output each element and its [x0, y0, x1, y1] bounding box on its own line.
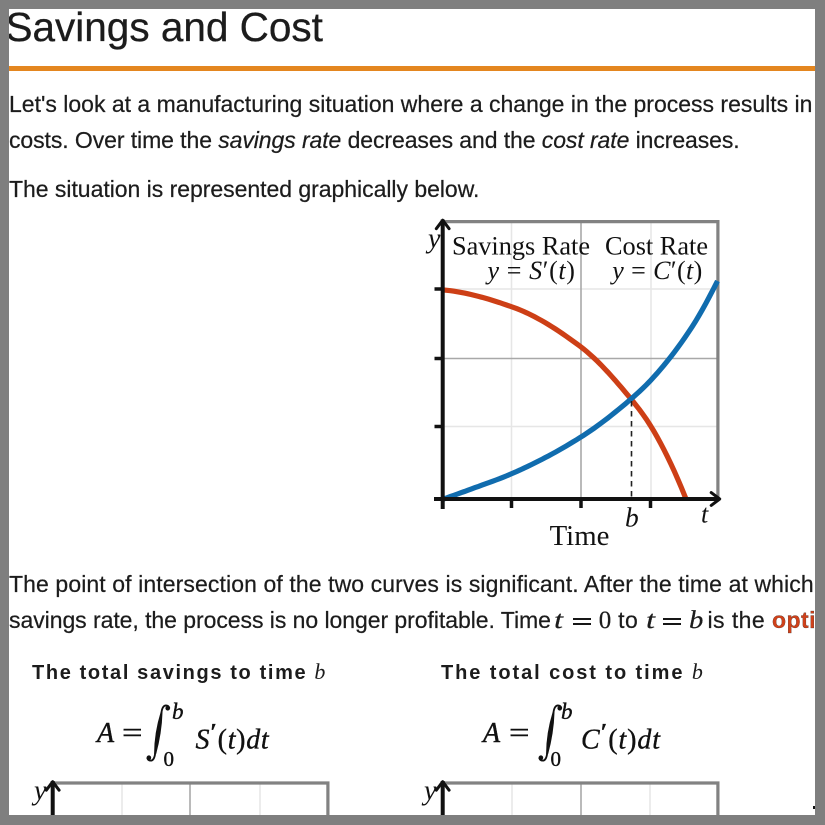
svg-text:Cost Rate: Cost Rate	[605, 232, 708, 261]
svg-text:y: y	[425, 224, 441, 255]
svg-text:y: y	[31, 776, 47, 807]
svg-text:y = C′(t): y = C′(t)	[609, 256, 702, 285]
svg-text:Savings Rate: Savings Rate	[452, 232, 590, 261]
svg-text:y = S′(t): y = S′(t)	[484, 256, 575, 285]
svg-text:t: t	[701, 500, 709, 529]
svg-text:Time: Time	[550, 520, 610, 552]
svg-text:b: b	[625, 502, 639, 533]
svg-text:y: y	[421, 776, 437, 807]
